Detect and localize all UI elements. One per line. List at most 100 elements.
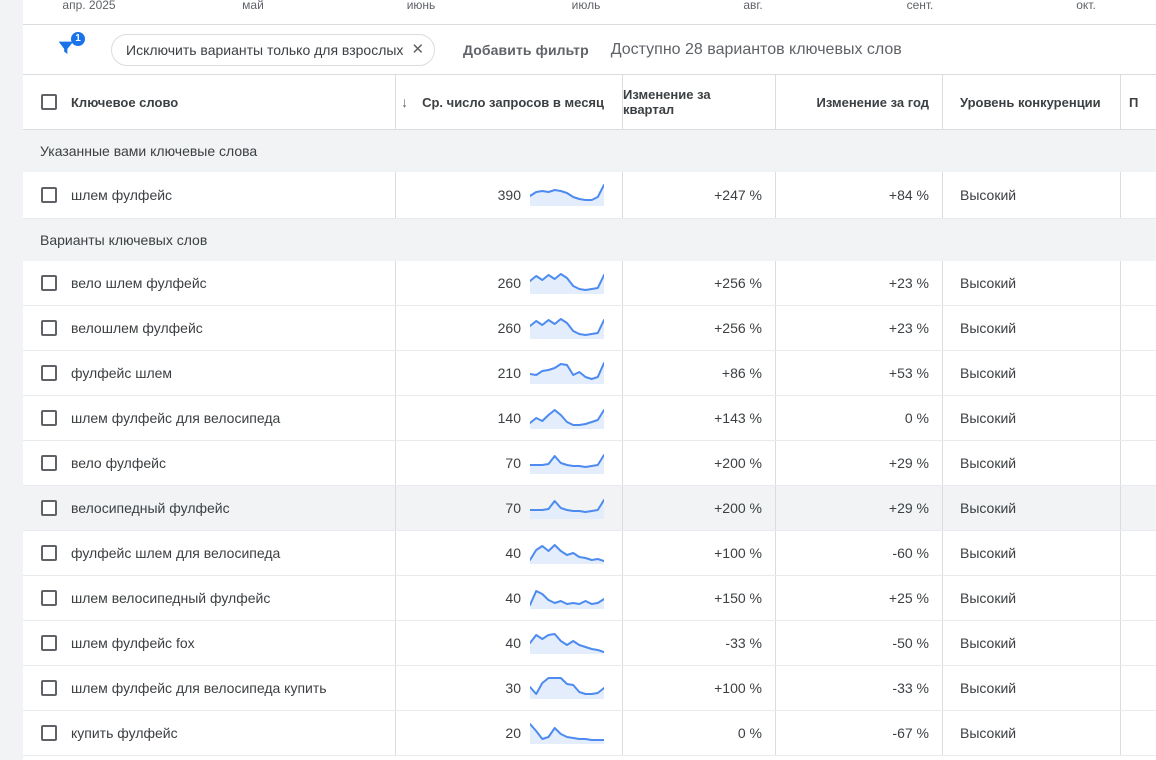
table-row: купить фулфейс 20 0 % -67 % Высокий — [23, 711, 1156, 756]
quarterly-change-value: +86 % — [622, 351, 775, 395]
yearly-change-value: +29 % — [775, 486, 942, 530]
partial-column-cell — [1120, 621, 1156, 665]
avg-searches-value: 40 — [505, 545, 521, 561]
filter-icon[interactable]: 1 — [55, 31, 85, 63]
keyword-text: велосипедный фулфейс — [71, 500, 230, 516]
avg-searches-value: 40 — [505, 635, 521, 651]
keyword-cell: велосипедный фулфейс — [57, 486, 395, 530]
section-header-row: Варианты ключевых слов — [23, 219, 1156, 261]
keyword-cell: велошлем фулфейс — [57, 306, 395, 350]
keyword-text: велошлем фулфейс — [71, 320, 203, 336]
partial-column-cell — [1120, 576, 1156, 620]
timeline-month-label: июнь — [406, 0, 436, 12]
row-checkbox[interactable] — [41, 455, 57, 471]
row-checkbox[interactable] — [41, 500, 57, 516]
header-avg-monthly-searches-label: Ср. число запросов в месяц — [422, 94, 604, 110]
partial-column-cell — [1120, 486, 1156, 530]
row-checkbox[interactable] — [41, 545, 57, 561]
partial-column-cell — [1120, 261, 1156, 305]
row-checkbox[interactable] — [41, 590, 57, 606]
competition-value: Высокий — [942, 172, 1120, 218]
keyword-cell: шлем фулфейс для велосипеда купить — [57, 666, 395, 710]
quarterly-change-value: +150 % — [622, 576, 775, 620]
checkbox-cell — [23, 711, 57, 755]
checkbox-cell — [23, 441, 57, 485]
select-all-checkbox[interactable] — [41, 94, 57, 110]
table-header-row: Ключевое слово ↓ Ср. число запросов в ме… — [23, 75, 1156, 130]
header-competition[interactable]: Уровень конкуренции — [942, 75, 1120, 129]
row-checkbox[interactable] — [41, 365, 57, 381]
row-checkbox[interactable] — [41, 187, 57, 203]
checkbox-cell — [23, 621, 57, 665]
competition-value: Высокий — [942, 621, 1120, 665]
row-checkbox[interactable] — [41, 725, 57, 741]
avg-searches-cell: 20 — [395, 711, 622, 755]
header-yearly-change[interactable]: Изменение за год — [775, 75, 942, 129]
trend-sparkline — [530, 723, 604, 744]
partial-column-cell — [1120, 351, 1156, 395]
table-row: шлем фулфейс для велосипеда 140 +143 % 0… — [23, 396, 1156, 441]
avg-searches-cell: 210 — [395, 351, 622, 395]
table-row: фулфейс шлем для велосипеда 40 +100 % -6… — [23, 531, 1156, 576]
competition-value: Высокий — [942, 666, 1120, 710]
keyword-cell: фулфейс шлем — [57, 351, 395, 395]
quarterly-change-value: +100 % — [622, 531, 775, 575]
avg-searches-cell: 40 — [395, 621, 622, 665]
partial-column-cell — [1120, 666, 1156, 710]
trend-sparkline — [530, 590, 604, 609]
yearly-change-value: +23 % — [775, 306, 942, 350]
quarterly-change-value: +143 % — [622, 396, 775, 440]
filter-chip[interactable]: Исключить варианты только для взрослых ✕ — [111, 33, 436, 66]
yearly-change-value: -60 % — [775, 531, 942, 575]
competition-value: Высокий — [942, 576, 1120, 620]
partial-column-cell — [1120, 711, 1156, 755]
keyword-text: фулфейс шлем — [71, 365, 173, 381]
header-checkbox-cell — [23, 75, 57, 129]
header-partial-column[interactable]: П — [1120, 75, 1156, 129]
header-avg-monthly-searches[interactable]: ↓ Ср. число запросов в месяц — [395, 75, 622, 129]
table-row: вело фулфейс 70 +200 % +29 % Высокий — [23, 441, 1156, 486]
header-quarterly-change[interactable]: Изменение за квартал — [622, 75, 775, 129]
checkbox-cell — [23, 486, 57, 530]
trend-sparkline — [530, 544, 604, 564]
row-checkbox[interactable] — [41, 275, 57, 291]
trend-sparkline — [530, 677, 604, 699]
trend-sparkline — [530, 273, 604, 294]
partial-column-cell — [1120, 396, 1156, 440]
available-keywords-text: Доступно 28 вариантов ключевых слов — [610, 40, 902, 58]
table-row: шлем фулфейс 390 +247 % +84 % Высокий — [23, 172, 1156, 219]
avg-searches-value: 30 — [505, 680, 521, 696]
row-checkbox[interactable] — [41, 320, 57, 336]
keyword-cell: шлем фулфейс fox — [57, 621, 395, 665]
timeline-month-label: сент. — [906, 0, 934, 12]
avg-searches-cell: 70 — [395, 441, 622, 485]
avg-searches-cell: 70 — [395, 486, 622, 530]
keyword-text: фулфейс шлем для велосипеда — [71, 545, 281, 561]
row-checkbox[interactable] — [41, 680, 57, 696]
row-checkbox[interactable] — [41, 635, 57, 651]
keyword-text: вело шлем фулфейс — [71, 275, 207, 291]
keyword-cell: фулфейс шлем для велосипеда — [57, 531, 395, 575]
remove-filter-icon[interactable]: ✕ — [411, 41, 425, 58]
partial-column-cell — [1120, 172, 1156, 218]
quarterly-change-value: -33 % — [622, 621, 775, 665]
quarterly-change-value: +200 % — [622, 486, 775, 530]
row-checkbox[interactable] — [41, 410, 57, 426]
keyword-text: купить фулфейс — [71, 725, 178, 741]
table-body: Указанные вами ключевые слова шлем фулфе… — [23, 130, 1156, 756]
yearly-change-value: +84 % — [775, 172, 942, 218]
competition-value: Высокий — [942, 351, 1120, 395]
keyword-text: шлем фулфейс — [71, 187, 173, 203]
table-row: велошлем фулфейс 260 +256 % +23 % Высоки… — [23, 306, 1156, 351]
avg-searches-cell: 140 — [395, 396, 622, 440]
competition-value: Высокий — [942, 531, 1120, 575]
yearly-change-value: -67 % — [775, 711, 942, 755]
header-keyword[interactable]: Ключевое слово — [71, 94, 179, 110]
quarterly-change-value: 0 % — [622, 711, 775, 755]
checkbox-cell — [23, 396, 57, 440]
checkbox-cell — [23, 351, 57, 395]
yearly-change-value: +23 % — [775, 261, 942, 305]
filter-chip-label: Исключить варианты только для взрослых — [126, 41, 404, 58]
add-filter-button[interactable]: Добавить фильтр — [463, 41, 589, 58]
partial-column-cell — [1120, 441, 1156, 485]
